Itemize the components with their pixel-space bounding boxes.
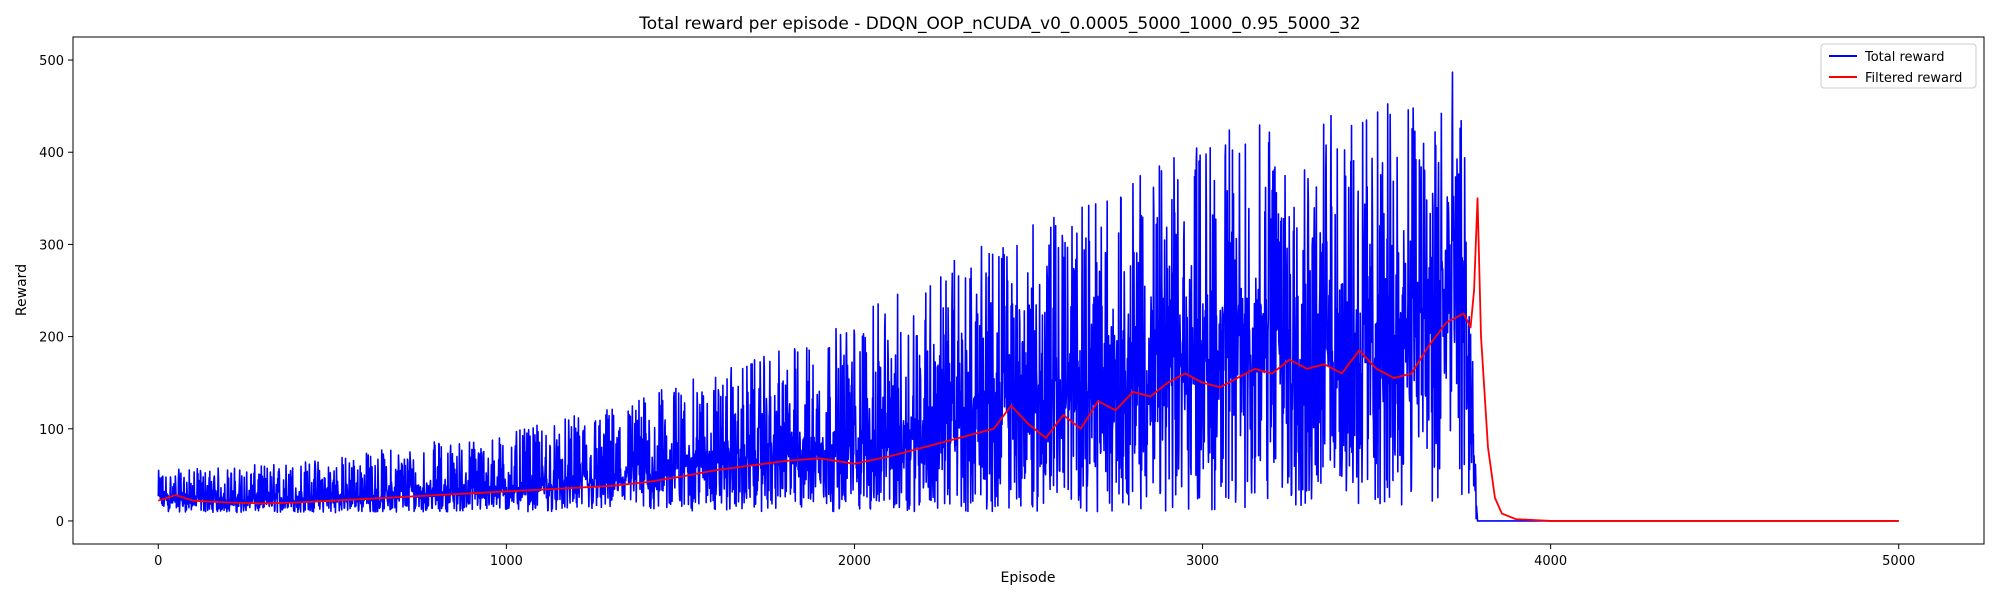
x-tick-label: 0 (154, 554, 162, 569)
y-axis-label: Reward (14, 264, 30, 316)
y-tick-label: 100 (39, 423, 64, 438)
y-tick-label: 400 (39, 146, 64, 161)
y-tick-label: 200 (39, 331, 64, 346)
x-axis: 0 1000 2000 3000 4000 5000 (154, 544, 1915, 569)
chart-title: Total reward per episode - DDQN_OOP_nCUD… (638, 14, 1360, 34)
x-tick-label: 4000 (1534, 554, 1567, 569)
axes-frame (72, 36, 1985, 545)
x-tick-label: 2000 (838, 554, 871, 569)
x-tick-label: 1000 (490, 554, 523, 569)
y-tick-label: 500 (39, 54, 64, 69)
y-tick-label: 300 (39, 238, 64, 253)
legend-label-total-reward: Total reward (1864, 50, 1945, 65)
series-filtered-reward-line (158, 197, 1899, 522)
plot-area (157, 71, 1900, 522)
y-tick-label: 0 (56, 515, 64, 530)
x-tick-label: 3000 (1186, 554, 1219, 569)
legend: Total reward Filtered reward (1820, 43, 1977, 89)
legend-box (1820, 43, 1977, 89)
x-axis-label: Episode (1001, 570, 1056, 586)
legend-label-filtered-reward: Filtered reward (1865, 71, 1962, 86)
x-tick-label: 5000 (1882, 554, 1915, 569)
y-axis: 0 100 200 300 400 500 (39, 54, 73, 530)
